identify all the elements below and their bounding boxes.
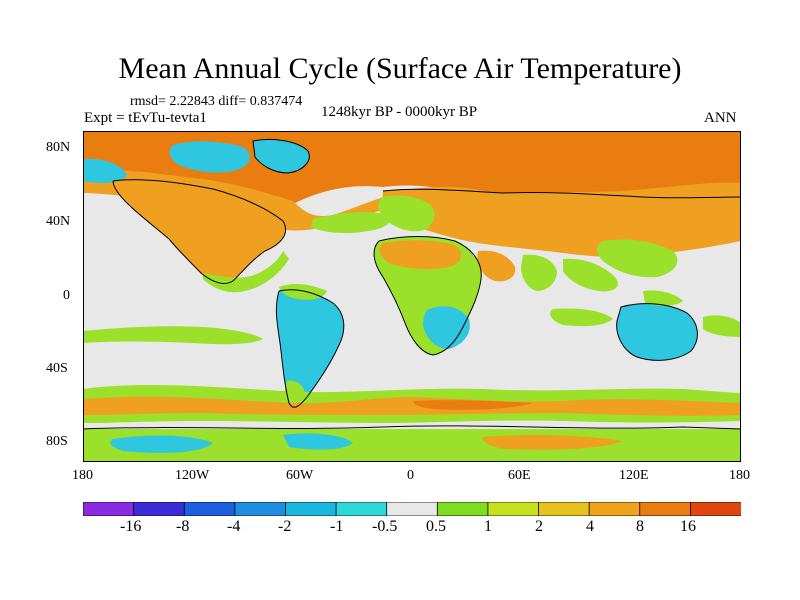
colorbar-swatch — [234, 502, 287, 516]
colorbar-swatch — [689, 502, 741, 516]
india-green — [521, 254, 557, 291]
coastlines — [83, 138, 741, 430]
east-pacific-green — [703, 315, 741, 337]
colorbar-swatch — [335, 502, 388, 516]
lon-label-180e: 180 — [729, 468, 750, 483]
lon-label-120w: 120W — [175, 468, 210, 483]
alaska-cool — [83, 158, 127, 183]
south-america-land — [276, 289, 344, 408]
colorbar-swatch — [285, 502, 337, 516]
chart-title: Mean Annual Cycle (Surface Air Temperatu… — [118, 52, 682, 85]
colorbar-swatch — [639, 502, 692, 516]
colorbar-swatch — [83, 502, 135, 516]
experiment-label: Expt = tEvTu-tevta1 — [84, 110, 207, 126]
colorbar-label: -2 — [278, 518, 292, 535]
map-frame — [83, 131, 741, 462]
colorbar-swatch — [538, 502, 591, 516]
colorbar-swatch — [386, 502, 439, 516]
period-label: 1248kyr BP - 0000kyr BP — [321, 104, 478, 120]
lon-label-120e: 120E — [619, 468, 649, 483]
china-green — [597, 239, 678, 278]
colorbar — [83, 502, 741, 516]
south-america-north-green — [279, 284, 327, 300]
colorbar-label: -16 — [120, 518, 142, 535]
greenland-cool — [253, 139, 310, 173]
south-africa-cool — [423, 306, 470, 349]
stats-label: rmsd= 2.22843 diff= 0.837474 — [130, 94, 303, 109]
colorbar-swatch — [133, 502, 186, 516]
colorbar-label: 16 — [680, 518, 696, 535]
eurasia-land — [382, 189, 741, 258]
lat-label-40n: 40N — [46, 214, 71, 229]
lat-label-80n: 80N — [46, 140, 71, 155]
colorbar-label: 8 — [636, 518, 644, 535]
colorbar-label: -1 — [330, 518, 344, 535]
europe-green — [378, 195, 435, 232]
colorbar-label: 2 — [535, 518, 543, 535]
colorbar-label: 4 — [586, 518, 594, 535]
colorbar-swatch — [183, 502, 236, 516]
southeast-asia-green — [563, 258, 618, 292]
colorbar-swatch — [487, 502, 540, 516]
indian-ocean-green — [550, 308, 613, 327]
lon-label-60w: 60W — [286, 468, 314, 483]
north-america-land — [113, 179, 286, 284]
colorbar-swatch — [588, 502, 641, 516]
australia-land — [616, 303, 698, 361]
lat-label-80s: 80S — [46, 434, 68, 449]
lon-label-180w: 180 — [72, 468, 93, 483]
season-label: ANN — [704, 110, 737, 126]
antarctica-warm-east — [482, 434, 623, 450]
colorbar-swatch — [436, 502, 489, 516]
canada-arctic-cool — [169, 141, 250, 173]
temperature-difference-map — [83, 131, 741, 462]
colorbar-label: -8 — [176, 518, 190, 535]
lon-label-0: 0 — [407, 468, 414, 483]
lat-label-eq: 0 — [63, 288, 70, 303]
colorbar-label: 1 — [484, 518, 492, 535]
colorbar-label: 0.5 — [426, 518, 446, 535]
arabia-warm — [477, 250, 516, 282]
lat-label-40s: 40S — [46, 361, 68, 376]
antarctica-cool-south-america — [283, 433, 353, 450]
north-atlantic-green — [311, 212, 391, 234]
sahara-warm — [379, 240, 462, 270]
colorbar-label: -4 — [227, 518, 241, 535]
southern-ocean-hot-patch — [413, 400, 533, 410]
antarctica-cool-west — [110, 435, 213, 453]
south-pacific-green — [83, 326, 263, 345]
southern-ocean-warm-band — [83, 396, 741, 416]
new-guinea-green — [643, 290, 683, 306]
colorbar-label: -0.5 — [372, 518, 398, 535]
lon-label-60e: 60E — [508, 468, 531, 483]
north-america-south-green — [203, 251, 289, 293]
